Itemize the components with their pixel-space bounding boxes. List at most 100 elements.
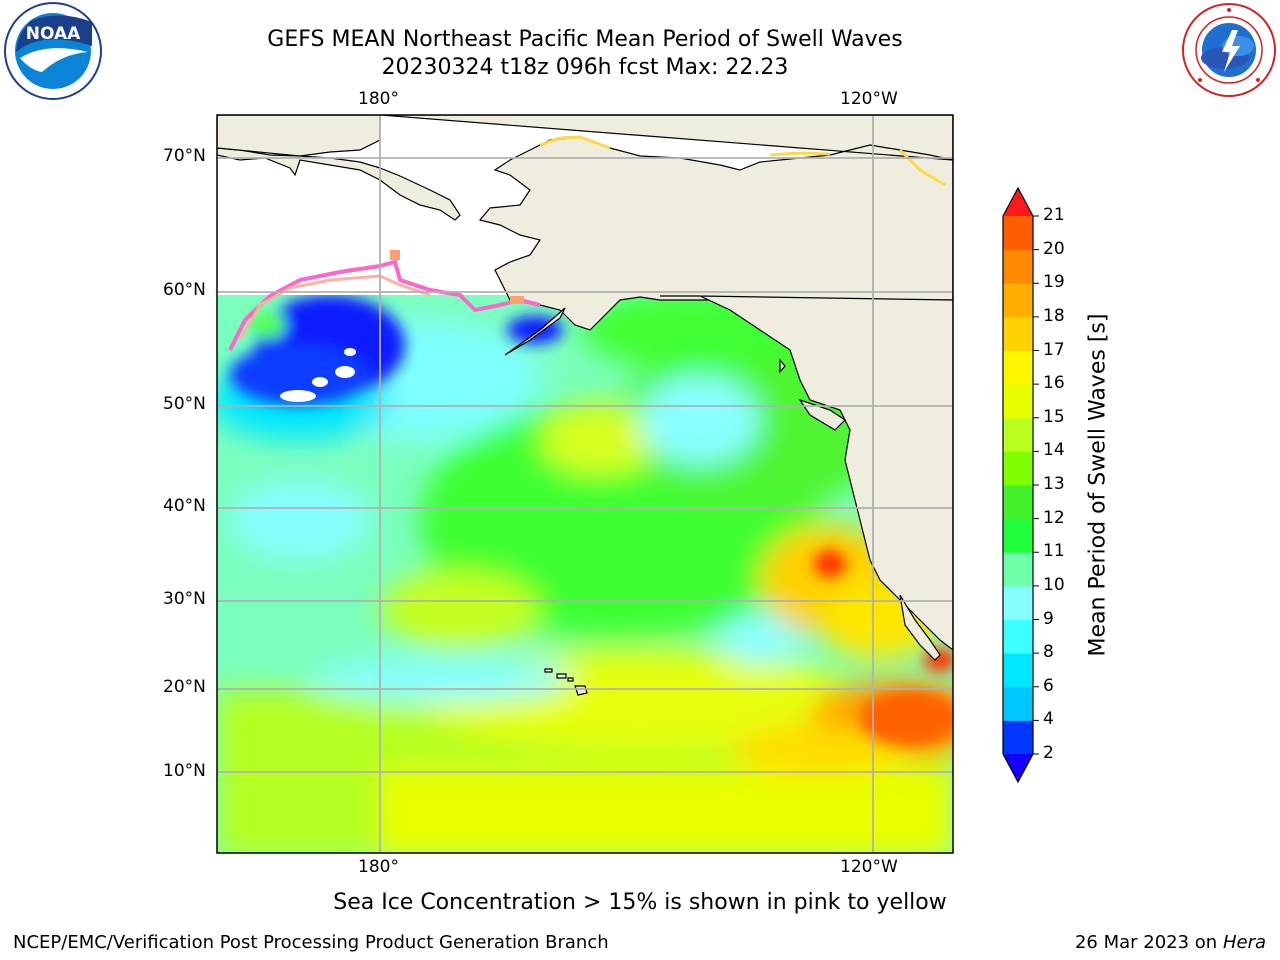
field-east-yellow xyxy=(730,725,910,775)
land-hawaii-small xyxy=(567,677,574,682)
land-hawaii-small xyxy=(556,673,567,679)
map-plot-area xyxy=(217,115,953,853)
footer-host: Hera xyxy=(1222,932,1266,953)
ice-patch xyxy=(510,296,524,304)
map-frame xyxy=(216,114,954,854)
colorbar-tick-label: 16 xyxy=(1043,373,1065,394)
sea-ice-note: Sea Ice Concentration > 15% is shown in … xyxy=(333,890,947,915)
field-tropics-south xyxy=(380,770,953,853)
lon-label-top-180: 180° xyxy=(358,89,399,109)
ice-hole xyxy=(344,348,356,356)
colorbar-segment xyxy=(1003,216,1033,251)
spot-ca-red xyxy=(814,550,846,578)
noaa-logo: NOAA xyxy=(2,2,104,100)
colorbar-segment xyxy=(1003,417,1033,452)
colorbar-tick-label: 11 xyxy=(1043,541,1065,562)
colorbar-segment xyxy=(1003,720,1033,755)
colorbar-tick-label: 9 xyxy=(1043,608,1054,629)
land-masses xyxy=(217,115,953,696)
ice-hole xyxy=(280,390,316,402)
colorbar-segment xyxy=(1003,283,1033,318)
lat-label-20n: 20°N xyxy=(163,677,206,697)
lat-label-30n: 30°N xyxy=(163,589,206,609)
footer-credit: NCEP/EMC/Verification Post Processing Pr… xyxy=(13,932,609,953)
lat-label-50n: 50°N xyxy=(163,394,206,414)
colorbar-tick-label: 4 xyxy=(1043,709,1054,730)
colorbar-segment xyxy=(1003,653,1033,688)
land-chukotka xyxy=(217,115,381,157)
footer-date: 26 Mar 2023 on Hera xyxy=(1075,932,1266,953)
colorbar-segment xyxy=(1003,316,1033,351)
lat-label-60n: 60°N xyxy=(163,280,206,300)
field-yellow-north xyxy=(540,405,660,475)
colorbar-tick-label: 17 xyxy=(1043,339,1065,360)
field-yellow-central xyxy=(380,570,540,650)
noaa-seal-icon: NOAA xyxy=(4,2,102,100)
swell-period-hotspots xyxy=(230,295,953,746)
lon-label-top-120w: 120°W xyxy=(840,89,898,109)
lat-label-40n: 40°N xyxy=(163,496,206,516)
colorbar-tick-label: 19 xyxy=(1043,272,1065,293)
colorbar-segment xyxy=(1003,619,1033,654)
land-hawaii-small xyxy=(544,668,553,673)
nws-logo xyxy=(1180,2,1278,98)
colorbar-segment xyxy=(1003,552,1033,587)
colorbar-segment xyxy=(1003,485,1033,520)
ice-hole xyxy=(312,377,328,387)
land-siberia xyxy=(217,115,461,221)
colorbar-tick-label: 6 xyxy=(1043,675,1054,696)
ice-patch xyxy=(390,250,400,260)
colorbar-over-triangle xyxy=(1003,188,1033,216)
colorbar-segment xyxy=(1003,384,1033,419)
colorbar-tick-label: 15 xyxy=(1043,406,1065,427)
ice-hole xyxy=(335,366,355,378)
colorbar-tick-label: 20 xyxy=(1043,238,1065,259)
map-subtitle: 20230324 t18z 096h fcst Max: 22.23 xyxy=(381,55,789,80)
spot-bering-mid xyxy=(230,345,370,405)
ice-edge-arctic xyxy=(539,135,611,150)
lat-label-10n: 10°N xyxy=(163,761,206,781)
colorbar-label: Mean Period of Swell Waves [s] xyxy=(1085,313,1111,657)
svg-text:NOAA: NOAA xyxy=(26,24,81,44)
land-alaska-peninsula xyxy=(504,307,566,356)
colorbar-tick-label: 18 xyxy=(1043,305,1065,326)
lon-label-bottom-180: 180° xyxy=(358,857,399,877)
colorbar-tick-label: 12 xyxy=(1043,507,1065,528)
colorbar-tick-label: 13 xyxy=(1043,474,1065,494)
lat-label-70n: 70°N xyxy=(163,146,206,166)
ice-holes xyxy=(280,348,356,402)
colorbar-tick-label: 8 xyxy=(1043,642,1054,663)
map-title: GEFS MEAN Northeast Pacific Mean Period … xyxy=(267,27,903,52)
gridlines xyxy=(217,115,953,853)
colorbar-segment xyxy=(1003,350,1033,385)
land-baja xyxy=(899,594,941,661)
colorbar-segment xyxy=(1003,585,1033,620)
field-cyan-gulf xyxy=(640,375,760,465)
colorbar-tick-label: 21 xyxy=(1043,205,1065,225)
land-pacific-islands xyxy=(779,358,786,374)
colorbar-segment xyxy=(1003,451,1033,486)
land-vancouver xyxy=(798,398,846,431)
ice-edge-bering xyxy=(228,259,541,351)
nws-seal-icon xyxy=(1182,3,1276,97)
spot-east-red xyxy=(860,690,953,746)
spot-bering-green xyxy=(250,311,286,339)
colorbar xyxy=(1002,186,1039,784)
field-cyan-band xyxy=(310,658,570,702)
lon-label-bottom-120w: 120°W xyxy=(840,857,898,877)
ice-edge-bering-outer xyxy=(238,274,431,341)
colorbar-tick-label: 14 xyxy=(1043,440,1065,461)
field-cyan-west xyxy=(230,480,370,560)
colorbar-tick-label: 2 xyxy=(1043,743,1054,763)
ice-edge-beaufort xyxy=(769,151,831,157)
footer-date-text: 26 Mar 2023 on xyxy=(1074,932,1218,953)
colorbar-segment xyxy=(1003,249,1033,284)
ice-edge-canada xyxy=(898,148,946,187)
sea-ice-edge xyxy=(228,135,946,351)
colorbar-tick-label: 10 xyxy=(1043,574,1065,595)
colorbar-under-triangle xyxy=(1003,754,1033,782)
land-canada-coast xyxy=(660,115,953,651)
colorbar-segment xyxy=(1003,518,1033,553)
field-cyan-south xyxy=(720,615,800,665)
